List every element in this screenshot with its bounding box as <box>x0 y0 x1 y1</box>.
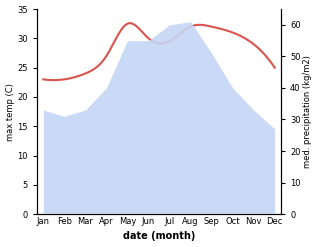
X-axis label: date (month): date (month) <box>123 231 195 242</box>
Y-axis label: med. precipitation (kg/m2): med. precipitation (kg/m2) <box>303 55 313 168</box>
Y-axis label: max temp (C): max temp (C) <box>5 83 15 141</box>
